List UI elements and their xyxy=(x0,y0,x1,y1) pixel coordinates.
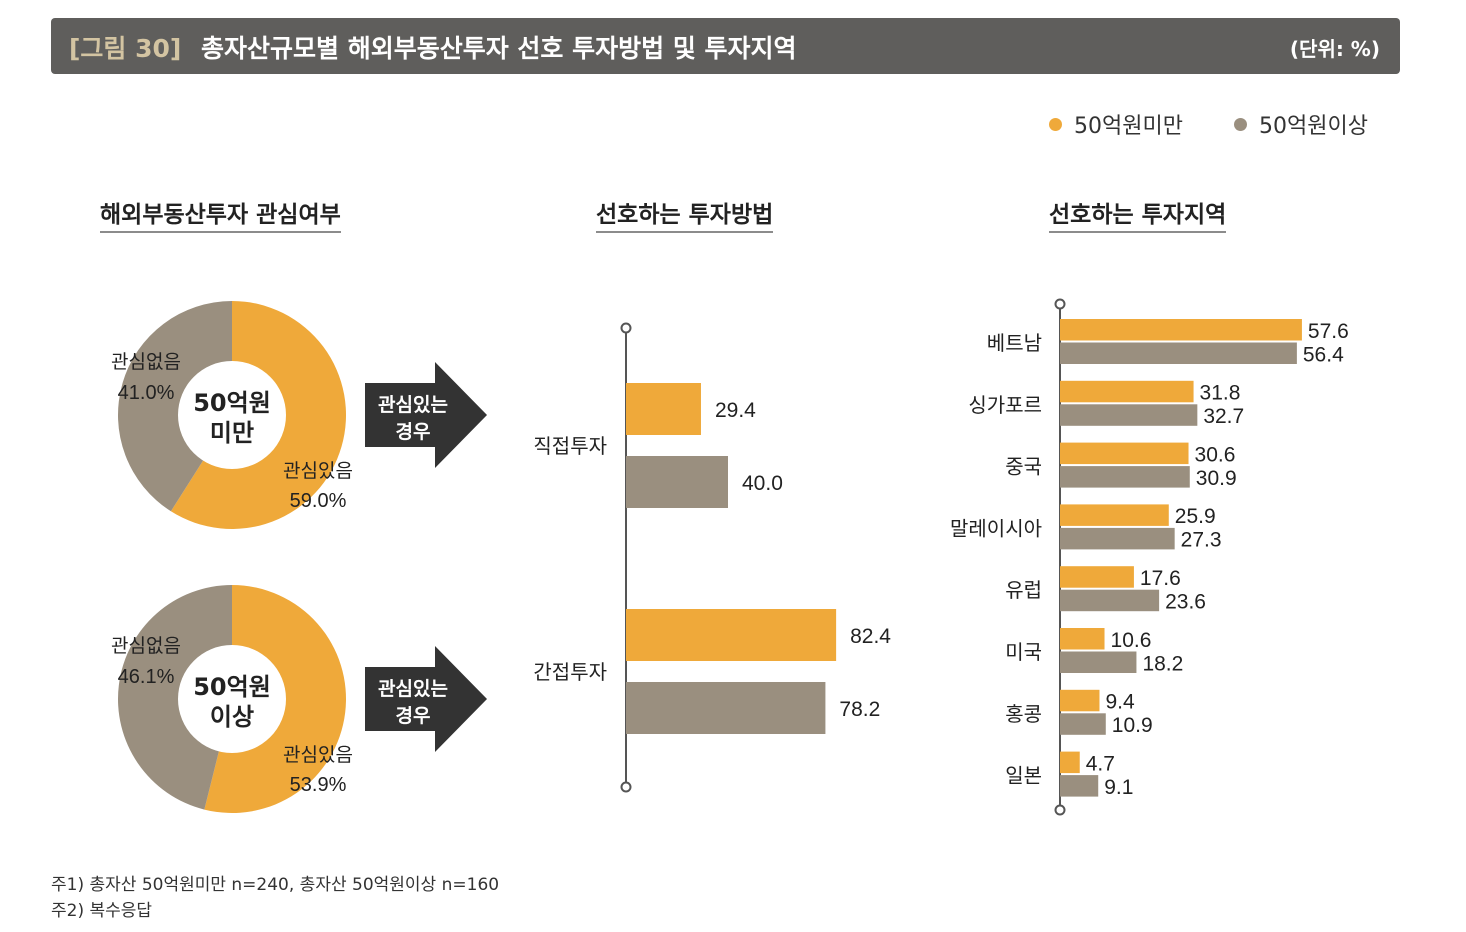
region-category-label: 홍콩 xyxy=(1005,702,1042,726)
region-bar xyxy=(1060,651,1137,673)
legend-over-label: 50억원이상 xyxy=(1259,114,1368,139)
region-bar xyxy=(1060,442,1189,465)
method-bar xyxy=(626,682,826,734)
legend-over: 50억원이상 xyxy=(1234,108,1368,140)
method-category-label: 간접투자 xyxy=(533,660,607,684)
region-section-title: 선호하는 투자지역 xyxy=(1049,195,1227,233)
region-category-label: 유럽 xyxy=(1005,578,1042,602)
region-bar-value: 9.1 xyxy=(1104,776,1133,799)
region-bar-value: 18.2 xyxy=(1142,652,1183,675)
region-bar xyxy=(1060,713,1106,735)
legend-under: 50억원미만 xyxy=(1049,108,1183,140)
region-axis-bottom-cap xyxy=(1054,804,1066,816)
region-axis-top-cap xyxy=(1054,298,1066,310)
method-bar xyxy=(626,456,728,508)
method-bar-value: 40.0 xyxy=(742,472,783,495)
region-bar xyxy=(1060,527,1175,550)
arrow-under-label-line2: 경우 xyxy=(396,421,431,443)
region-bar-value: 17.6 xyxy=(1140,567,1181,590)
region-bar-value: 9.4 xyxy=(1105,691,1135,714)
figure-label: [그림 30] xyxy=(69,34,182,63)
arrow-over-icon xyxy=(365,646,487,752)
pie-over-yes-value: 53.9% xyxy=(290,774,347,796)
region-bar xyxy=(1060,319,1302,341)
pie-under-center-label-line2: 미만 xyxy=(210,419,254,447)
method-bar-value: 78.2 xyxy=(839,698,880,721)
region-bar-value: 10.6 xyxy=(1111,629,1152,652)
method-section-title: 선호하는 투자방법 xyxy=(596,195,774,233)
pie-over-hole xyxy=(178,645,286,753)
region-bar-value: 10.9 xyxy=(1112,714,1153,737)
figure-header: [그림 30] 총자산규모별 해외부동산투자 선호 투자방법 및 투자지역 (단… xyxy=(51,18,1400,74)
legend-under-label: 50억원미만 xyxy=(1074,114,1183,139)
region-bar-value: 4.7 xyxy=(1086,752,1115,775)
pie-under-yes-label: 관심있음 xyxy=(283,460,353,482)
region-bar xyxy=(1060,589,1160,612)
legend-over-dot-icon xyxy=(1234,117,1247,131)
interest-section-title: 해외부동산투자 관심여부 xyxy=(100,195,341,233)
arrow-under-label-line1: 관심있는 xyxy=(378,394,448,416)
region-bar xyxy=(1060,380,1194,403)
note-1: 주1) 총자산 50억원미만 n=240, 총자산 50억원이상 n=160 xyxy=(51,875,500,895)
region-bar xyxy=(1060,689,1100,712)
region-bar xyxy=(1060,466,1190,488)
unit-label: (단위: %) xyxy=(1289,37,1380,61)
region-bar xyxy=(1060,404,1198,426)
region-bar-value: 30.9 xyxy=(1196,467,1237,490)
region-bar-value: 23.6 xyxy=(1165,590,1206,613)
region-bar xyxy=(1060,504,1169,526)
pie-over-yes-label: 관심있음 xyxy=(283,744,353,766)
region-bar xyxy=(1060,566,1134,588)
region-category-label: 말레이시아 xyxy=(950,516,1042,540)
region-bar-value: 25.9 xyxy=(1175,505,1216,528)
legend-under-dot-icon xyxy=(1049,117,1062,131)
pie-over-no-label: 관심없음 xyxy=(111,635,181,657)
method-category-label: 직접투자 xyxy=(533,434,607,458)
region-bar xyxy=(1060,751,1080,774)
region-bar-value: 27.3 xyxy=(1181,529,1222,552)
pie-under-hole xyxy=(178,361,286,469)
method-axis-top-cap xyxy=(620,322,632,334)
region-bar-value: 32.7 xyxy=(1203,405,1244,428)
region-bar-value: 30.6 xyxy=(1195,443,1236,466)
region-category-label: 싱가포르 xyxy=(968,393,1042,417)
method-axis-bottom-cap xyxy=(620,781,632,793)
pie-over-center-label-line2: 이상 xyxy=(210,703,254,731)
region-bar-value: 56.4 xyxy=(1303,343,1344,366)
pie-over-no-value: 46.1% xyxy=(118,666,175,688)
arrow-over-label-line2: 경우 xyxy=(396,705,431,727)
note-2: 주2) 복수응답 xyxy=(51,901,153,921)
region-category-label: 일본 xyxy=(1005,764,1042,788)
region-bar-value: 57.6 xyxy=(1308,320,1349,343)
figure-title: 총자산규모별 해외부동산투자 선호 투자방법 및 투자지역 xyxy=(201,34,797,63)
pie-over-center-label-line1: 50억원 xyxy=(193,673,271,701)
pie-under-center-label-line1: 50억원 xyxy=(193,389,271,417)
method-bar-value: 29.4 xyxy=(715,399,756,422)
method-bar-value: 82.4 xyxy=(850,625,891,648)
region-category-label: 미국 xyxy=(1005,640,1042,664)
region-bar xyxy=(1060,775,1099,797)
pie-under-no-value: 41.0% xyxy=(118,382,175,404)
region-category-label: 중국 xyxy=(1005,455,1042,479)
arrow-over-label-line1: 관심있는 xyxy=(378,678,448,700)
region-bar-value: 31.8 xyxy=(1200,382,1241,405)
method-bar xyxy=(626,383,701,435)
pie-over-slice-no xyxy=(117,585,232,810)
arrow-under-icon xyxy=(365,362,487,468)
region-bar xyxy=(1060,342,1297,364)
region-bar xyxy=(1060,628,1105,650)
region-category-label: 베트남 xyxy=(987,331,1042,355)
method-bar xyxy=(626,609,837,661)
pie-under-yes-value: 59.0% xyxy=(290,490,347,512)
pie-under-no-label: 관심없음 xyxy=(111,351,181,373)
